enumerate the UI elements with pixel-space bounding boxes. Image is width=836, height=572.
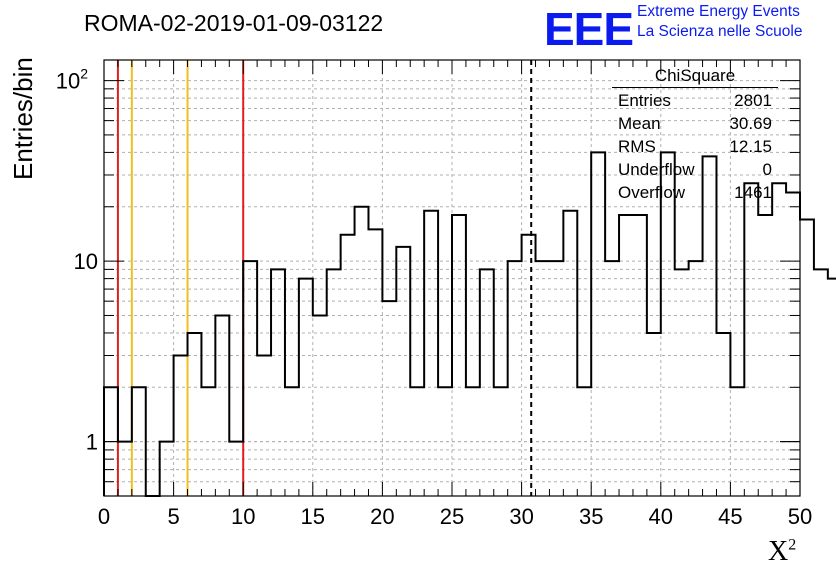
x-tick-label: 40 (649, 504, 673, 529)
y-axis-ticks: 1 10 102 (56, 66, 800, 497)
stats-value: 2801 (734, 91, 772, 110)
x-tick-label: 25 (440, 504, 464, 529)
x-tick-label: 10 (231, 504, 255, 529)
stats-row: Underflow 0 (612, 158, 778, 181)
stats-label: Mean (618, 114, 661, 133)
y-tick-label: 1 (86, 430, 98, 455)
stats-title: ChiSquare (612, 66, 778, 88)
stats-value: 30.69 (729, 114, 772, 133)
x-tick-label: 45 (718, 504, 742, 529)
y-axis-label: Entries/bin (8, 57, 38, 180)
x-axis-ticks: 0 5 10 15 20 25 30 35 40 45 50 (98, 60, 812, 529)
stats-label: Underflow (618, 160, 695, 179)
logo-line1: Extreme Energy Events (637, 3, 800, 20)
stats-label: Overflow (618, 183, 686, 202)
stats-row: Overflow 1461 (612, 181, 778, 204)
eee-logo: EEE (544, 3, 634, 55)
x-tick-label: 20 (370, 504, 394, 529)
stats-value: 1461 (734, 183, 772, 202)
stats-value: 12.15 (729, 137, 772, 156)
x-tick-label: 30 (509, 504, 533, 529)
reference-lines (116, 60, 533, 496)
stats-row: Mean 30.69 (612, 112, 778, 135)
x-tick-label: 0 (98, 504, 110, 529)
x-tick-label: 5 (167, 504, 179, 529)
stats-box: ChiSquare Entries 2801 Mean 30.69 RMS 12.15 Un… (612, 66, 778, 204)
page-title: ROMA-02-2019-01-09-03122 (84, 10, 384, 36)
x-tick-label: 35 (579, 504, 603, 529)
stats-label: Entries (618, 91, 671, 110)
x-tick-label: 50 (788, 504, 812, 529)
x-axis-label: X2 (768, 536, 797, 567)
x-tick-label: 15 (301, 504, 325, 529)
stats-label: RMS (618, 137, 656, 156)
stats-value: 0 (762, 160, 772, 179)
y-tick-label: 10 (74, 249, 98, 274)
stats-row: Entries 2801 (612, 89, 778, 112)
stats-row: RMS 12.15 (612, 135, 778, 158)
logo-line2: La Scienza nelle Scuole (637, 23, 803, 40)
y-tick-label: 102 (56, 66, 88, 94)
